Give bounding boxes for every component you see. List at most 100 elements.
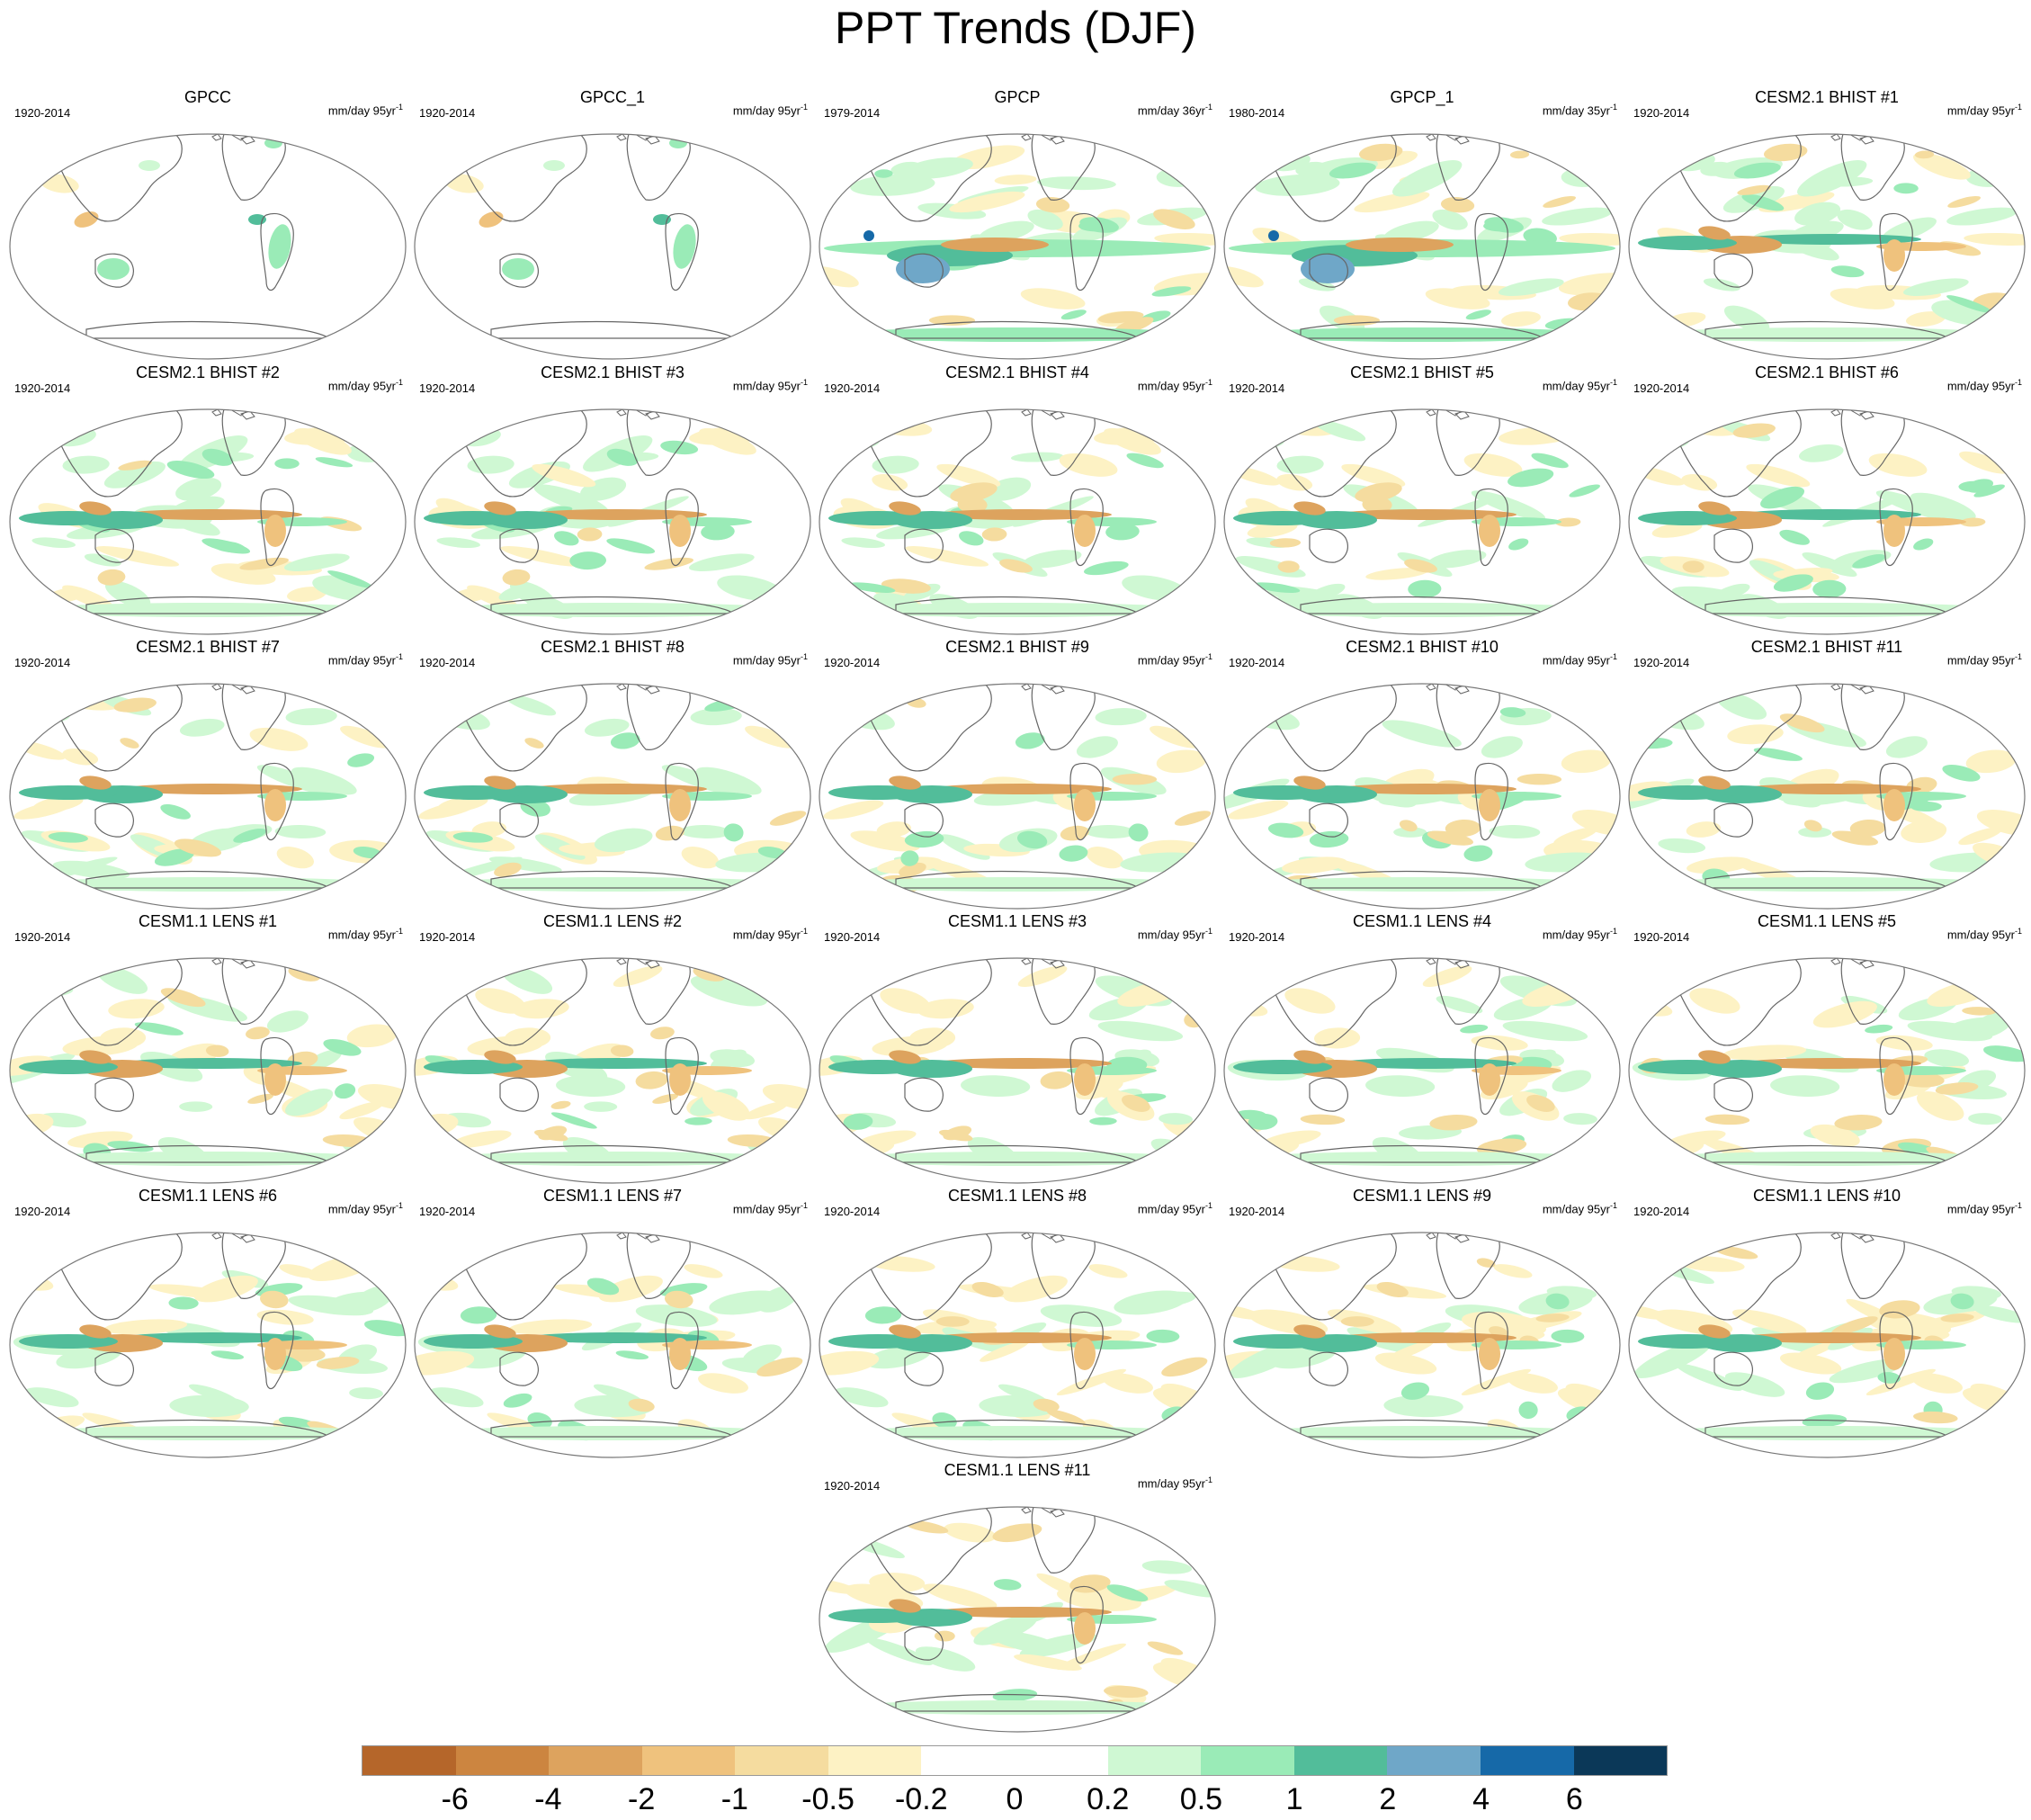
units-exponent: -1	[395, 103, 403, 112]
panel-title: CESM1.1 LENS #11	[944, 1461, 1091, 1479]
panel-title: CESM1.1 LENS #5	[1757, 912, 1897, 930]
panel-title: CESM2.1 BHIST #4	[945, 363, 1089, 381]
panel-period: 1920-2014	[1633, 930, 1690, 944]
map-panel: CESM2.1 BHIST #5 1920-2014 mm/day 95yr-1	[1220, 360, 1624, 635]
colorbar-tick-label: 4	[1472, 1782, 1490, 1816]
units-exponent: -1	[1609, 103, 1617, 112]
map-panel: CESM1.1 LENS #10 1920-2014 mm/day 95yr-1	[1624, 1183, 2029, 1458]
panel-title: CESM1.1 LENS #8	[947, 1187, 1087, 1205]
units-text: mm/day 95yr	[1137, 1476, 1205, 1491]
units-exponent: -1	[800, 378, 808, 387]
panel-period: 1920-2014	[419, 381, 476, 395]
world-map	[1223, 683, 1621, 910]
units-exponent: -1	[1204, 927, 1212, 936]
panel-units: mm/day 95yr-1	[1543, 927, 1617, 941]
units-text: mm/day 95yr	[327, 653, 396, 668]
panel-title: GPCP	[994, 88, 1041, 106]
panel-units: mm/day 95yr-1	[1543, 378, 1617, 392]
world-map	[819, 1232, 1216, 1458]
colorbar	[362, 1745, 1668, 1776]
panel-period: 1920-2014	[14, 1205, 71, 1218]
panel-units: mm/day 95yr-1	[1138, 652, 1212, 667]
panel-title: CESM1.1 LENS #4	[1352, 912, 1492, 930]
map-panel: CESM1.1 LENS #8 1920-2014 mm/day 95yr-1	[815, 1183, 1220, 1458]
colorbar-segment	[1480, 1746, 1574, 1775]
panel-title: CESM2.1 BHIST #10	[1346, 638, 1499, 656]
units-text: mm/day 95yr	[732, 103, 801, 118]
units-exponent: -1	[1204, 1201, 1212, 1210]
panel-title: CESM1.1 LENS #1	[138, 912, 278, 930]
units-exponent: -1	[1609, 378, 1617, 387]
units-text: mm/day 36yr	[1137, 103, 1205, 118]
panel-units: mm/day 95yr-1	[1947, 1201, 2022, 1215]
map-panel: CESM1.1 LENS #4 1920-2014 mm/day 95yr-1	[1220, 909, 1624, 1184]
colorbar-segment	[1293, 1746, 1388, 1775]
map-panel: CESM1.1 LENS #9 1920-2014 mm/day 95yr-1	[1220, 1183, 1624, 1458]
figure-title: PPT Trends (DJF)	[835, 3, 1196, 53]
panel-units: mm/day 95yr-1	[1947, 378, 2022, 392]
panel-period: 1920-2014	[1633, 656, 1690, 669]
panel-units: mm/day 95yr-1	[1947, 103, 2022, 117]
units-exponent: -1	[2014, 103, 2022, 112]
panel-units: mm/day 95yr-1	[733, 378, 808, 392]
units-text: mm/day 95yr	[327, 928, 396, 942]
units-exponent: -1	[1609, 1201, 1617, 1210]
units-text: mm/day 95yr	[732, 1202, 801, 1216]
units-exponent: -1	[800, 1201, 808, 1210]
panel-units: mm/day 95yr-1	[328, 652, 403, 667]
panel-units: mm/day 95yr-1	[328, 103, 403, 117]
panel-period: 1920-2014	[1229, 930, 1285, 944]
world-map	[9, 957, 407, 1184]
map-panel: CESM2.1 BHIST #8 1920-2014 mm/day 95yr-1	[410, 634, 815, 910]
map-panel: CESM1.1 LENS #11 1920-2014 mm/day 95yr-1	[815, 1457, 1220, 1733]
colorbar-tick-label: 1	[1285, 1782, 1303, 1816]
world-map	[819, 408, 1216, 635]
units-text: mm/day 95yr	[1946, 928, 2015, 942]
panel-units: mm/day 95yr-1	[328, 1201, 403, 1215]
units-exponent: -1	[395, 927, 403, 936]
panel-period: 1920-2014	[1229, 656, 1285, 669]
units-text: mm/day 95yr	[732, 653, 801, 668]
panel-units: mm/day 95yr-1	[733, 652, 808, 667]
panel-title: CESM2.1 BHIST #1	[1755, 88, 1899, 106]
panel-title: CESM2.1 BHIST #8	[541, 638, 684, 656]
colorbar-tick-label: 0	[1006, 1782, 1024, 1816]
units-exponent: -1	[1609, 652, 1617, 661]
panel-period: 1920-2014	[1229, 1205, 1285, 1218]
map-panel: CESM2.1 BHIST #6 1920-2014 mm/day 95yr-1	[1624, 360, 2029, 635]
panel-period: 1920-2014	[14, 106, 71, 120]
colorbar-tick-label: -1	[720, 1782, 748, 1816]
panel-period: 1980-2014	[1229, 106, 1285, 120]
colorbar-tick-label: -4	[534, 1782, 562, 1816]
panel-period: 1920-2014	[824, 930, 881, 944]
units-exponent: -1	[1204, 1475, 1212, 1484]
panel-period: 1920-2014	[1633, 1205, 1690, 1218]
panel-units: mm/day 95yr-1	[328, 927, 403, 941]
world-map	[414, 133, 811, 360]
panel-units: mm/day 95yr-1	[1138, 927, 1212, 941]
panel-title: GPCC_1	[579, 88, 646, 106]
colorbar-segment	[641, 1746, 736, 1775]
panel-title: CESM2.1 BHIST #9	[945, 638, 1089, 656]
units-text: mm/day 95yr	[732, 928, 801, 942]
units-text: mm/day 95yr	[1946, 1202, 2015, 1216]
panel-units: mm/day 95yr-1	[1543, 1201, 1617, 1215]
map-panel: CESM2.1 BHIST #10 1920-2014 mm/day 95yr-1	[1220, 634, 1624, 910]
map-panel: CESM1.1 LENS #6 1920-2014 mm/day 95yr-1	[5, 1183, 410, 1458]
panel-units: mm/day 95yr-1	[1543, 652, 1617, 667]
panel-title: CESM2.1 BHIST #3	[541, 363, 684, 381]
panel-period: 1920-2014	[824, 1479, 881, 1493]
colorbar-tick-label: 6	[1565, 1782, 1583, 1816]
units-text: mm/day 95yr	[327, 1202, 396, 1216]
map-panel: CESM1.1 LENS #7 1920-2014 mm/day 95yr-1	[410, 1183, 815, 1458]
panel-units: mm/day 95yr-1	[733, 1201, 808, 1215]
panel-title: GPCC	[183, 88, 231, 106]
panel-title: CESM2.1 BHIST #11	[1750, 638, 1903, 656]
units-text: mm/day 95yr	[1946, 653, 2015, 668]
map-panel: CESM2.1 BHIST #11 1920-2014 mm/day 95yr-1	[1624, 634, 2029, 910]
units-exponent: -1	[2014, 652, 2022, 661]
world-map	[1628, 133, 2026, 360]
map-panel: CESM2.1 BHIST #2 1920-2014 mm/day 95yr-1	[5, 360, 410, 635]
world-map	[9, 133, 407, 360]
world-map	[1628, 957, 2026, 1184]
